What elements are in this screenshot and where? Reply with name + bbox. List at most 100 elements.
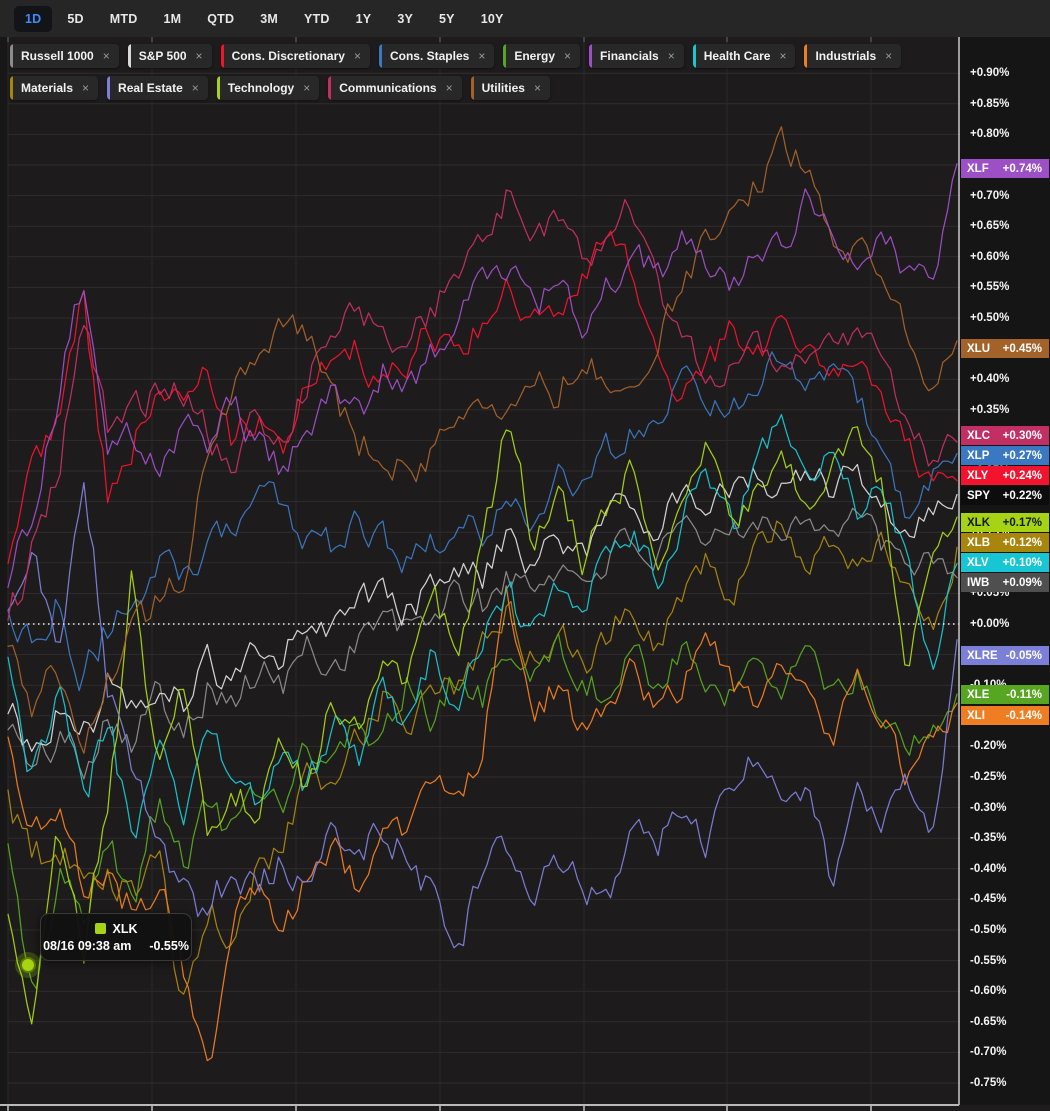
chip-close-icon[interactable]: ×: [191, 81, 199, 95]
chip-label: Real Estate: [118, 81, 183, 95]
chip-close-icon[interactable]: ×: [478, 49, 486, 63]
y-axis-label: -0.60%: [970, 985, 1007, 998]
series-chip-materials[interactable]: Materials ×: [10, 76, 99, 100]
y-axis-label: -0.50%: [970, 924, 1007, 936]
series-line-spy: [7, 463, 958, 752]
series-line-xly: [7, 230, 958, 565]
chip-color-bar: [804, 44, 808, 68]
badge-ticker: IWB: [967, 576, 990, 589]
range-tab-1y[interactable]: 1Y: [355, 11, 372, 26]
chip-close-icon[interactable]: ×: [102, 49, 110, 63]
badge-value: +0.27%: [1002, 449, 1042, 462]
chip-close-icon[interactable]: ×: [195, 49, 203, 63]
y-axis-label: +0.55%: [970, 281, 1010, 294]
chip-close-icon[interactable]: ×: [564, 49, 572, 63]
badge-value: -0.14%: [1005, 709, 1042, 722]
range-tab-3m[interactable]: 3M: [260, 11, 278, 26]
badge-ticker: XLRE: [967, 649, 998, 662]
y-axis-label: +0.85%: [970, 97, 1010, 110]
range-tab-1m[interactable]: 1M: [163, 11, 182, 26]
series-line-xlp: [7, 351, 958, 692]
chip-label: Russell 1000: [21, 49, 94, 63]
y-axis-label: +0.70%: [970, 189, 1010, 202]
chip-close-icon[interactable]: ×: [303, 81, 311, 95]
badge-ticker: XLF: [967, 162, 989, 175]
range-tab-5y[interactable]: 5Y: [439, 11, 455, 26]
time-range-toolbar: 1D 5D MTD 1M QTD 3M YTD 1Y 3Y 5Y 10Y: [0, 0, 1050, 37]
chip-color-bar: [220, 44, 224, 68]
series-chip-cons-staples[interactable]: Cons. Staples ×: [378, 44, 495, 68]
chip-label: Technology: [227, 81, 295, 95]
badge-value: +0.09%: [1002, 576, 1042, 589]
chip-close-icon[interactable]: ×: [667, 49, 675, 63]
series-chip-list: Russell 1000 × S&P 500 × Cons. Discretionary…: [10, 44, 910, 100]
series-chip-utilities[interactable]: Utilities ×: [470, 76, 550, 100]
badge-value: +0.10%: [1002, 556, 1042, 569]
series-line-xlb: [7, 520, 958, 995]
series-chip-industrials[interactable]: Industrials ×: [804, 44, 902, 68]
chip-color-bar: [10, 76, 13, 100]
badge-ticker: XLB: [967, 536, 990, 549]
badge-ticker: XLK: [967, 516, 990, 529]
chip-color-bar: [127, 44, 131, 68]
price-badge-xly: XLY +0.24%: [961, 466, 1049, 485]
series-chip-russell-1000[interactable]: Russell 1000 ×: [10, 44, 119, 68]
badge-value: +0.17%: [1002, 516, 1042, 529]
series-chip-communications[interactable]: Communications ×: [328, 76, 462, 100]
y-axis-label: +0.00%: [970, 618, 1010, 630]
badge-value: -0.05%: [1005, 649, 1042, 662]
series-chip-technology[interactable]: Technology ×: [216, 76, 320, 100]
badge-ticker: XLY: [967, 469, 989, 482]
badge-value: -0.11%: [1006, 688, 1042, 701]
price-badge-xlk: XLK +0.17%: [961, 513, 1049, 532]
chip-close-icon[interactable]: ×: [533, 81, 541, 95]
price-badge-iwb: IWB +0.09%: [961, 573, 1049, 592]
chip-close-icon[interactable]: ×: [779, 49, 787, 63]
series-chip-health-care[interactable]: Health Care ×: [692, 44, 796, 68]
crosshair-tooltip: XLK 08/16 09:38 am -0.55%: [40, 913, 192, 961]
series-line-xli: [7, 585, 958, 1062]
range-tab-10y[interactable]: 10Y: [480, 11, 504, 26]
price-badge-xlf: XLF +0.74%: [961, 159, 1049, 178]
series-line-xlv: [7, 413, 958, 839]
chip-close-icon[interactable]: ×: [82, 81, 90, 95]
price-badge-xlp: XLP +0.27%: [961, 446, 1049, 465]
series-line-xlf: [7, 163, 958, 589]
y-axis-label: -0.20%: [970, 740, 1007, 753]
y-axis-label: -0.25%: [970, 771, 1007, 783]
series-chip-energy[interactable]: Energy ×: [503, 44, 581, 68]
series-chip-real-estate[interactable]: Real Estate ×: [107, 76, 208, 100]
series-chip-financials[interactable]: Financials ×: [589, 44, 684, 68]
y-axis-label: -0.65%: [970, 1015, 1007, 1028]
y-axis-label: -0.55%: [970, 954, 1007, 967]
series-chip-s-p-500[interactable]: S&P 500 ×: [127, 44, 212, 68]
range-tab-mtd[interactable]: MTD: [109, 11, 138, 26]
badge-ticker: XLI: [967, 709, 985, 722]
chip-color-bar: [107, 76, 111, 100]
series-chip-cons-discretionary[interactable]: Cons. Discretionary ×: [220, 44, 370, 68]
chip-label: Energy: [514, 49, 556, 63]
chip-close-icon[interactable]: ×: [353, 49, 361, 63]
range-tab-3y[interactable]: 3Y: [397, 11, 414, 26]
chip-color-bar: [378, 44, 382, 68]
range-tab-qtd[interactable]: QTD: [207, 11, 235, 26]
chip-close-icon[interactable]: ×: [885, 49, 893, 63]
badge-value: +0.22%: [1002, 489, 1042, 502]
y-axis-label: +0.90%: [970, 67, 1010, 80]
chip-label: Cons. Staples: [389, 49, 470, 63]
badge-ticker: SPY: [967, 489, 991, 502]
tooltip-ticker: XLK: [112, 921, 138, 936]
badge-ticker: XLU: [967, 342, 990, 355]
chip-color-bar: [692, 44, 696, 68]
badge-value: +0.74%: [1002, 162, 1042, 175]
range-tab-ytd[interactable]: YTD: [304, 11, 330, 26]
range-tab-1d[interactable]: 1D: [14, 5, 53, 32]
price-badge-spy: SPY +0.22%: [961, 486, 1049, 505]
price-badge-xlc: XLC +0.30%: [961, 426, 1049, 445]
y-axis-label: -0.40%: [970, 862, 1007, 875]
series-line-xlk: [7, 426, 958, 1025]
y-axis-label: -0.45%: [970, 893, 1007, 906]
chip-close-icon[interactable]: ×: [445, 81, 453, 95]
range-tab-5d[interactable]: 5D: [67, 11, 84, 26]
